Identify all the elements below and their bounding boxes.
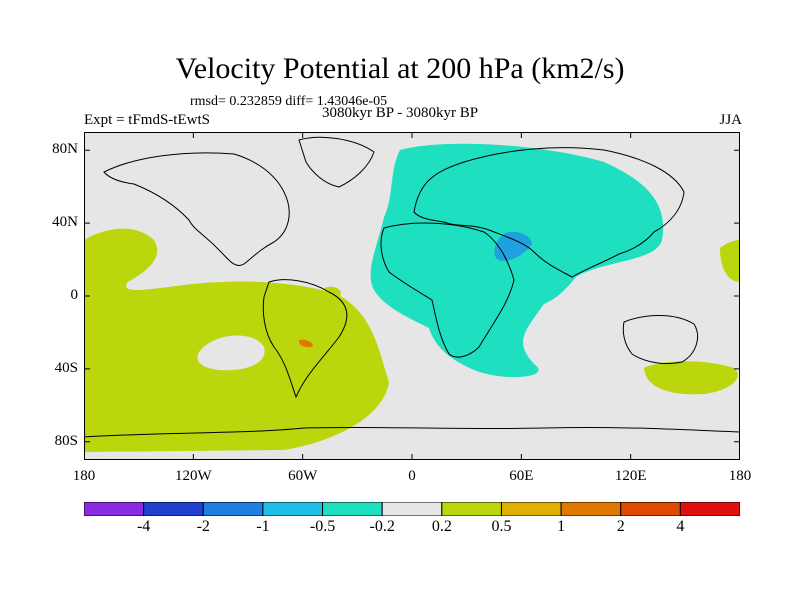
- colorbar-swatch: [620, 502, 681, 516]
- axis-ticks: [84, 132, 740, 460]
- y-tick-label: 80N: [52, 141, 78, 158]
- contour-positive-australia-south: [644, 361, 738, 395]
- colorbar-swatch: [143, 502, 204, 516]
- y-tick-label: 0: [70, 287, 79, 303]
- y-tick-label: 80S: [54, 432, 78, 449]
- x-tick-label: 0: [408, 468, 416, 484]
- colorbar-swatch: [560, 502, 622, 516]
- colorbar-label: -0.5: [309, 518, 336, 535]
- colorbar-swatch: [322, 502, 383, 516]
- coastlines: [84, 136, 740, 438]
- colorbar-label: -2: [196, 518, 210, 535]
- x-tick-label: 120E: [614, 468, 647, 484]
- period-label: 3080kyr BP - 3080kyr BP: [322, 105, 479, 121]
- colorbar-swatch: [441, 502, 502, 516]
- coast-south-america: [262, 279, 348, 399]
- colorbar-label: 0.2: [431, 518, 452, 535]
- colorbar-swatch: [84, 502, 145, 516]
- coast-greenland: [298, 136, 375, 188]
- stats-line: rmsd= 0.232859 diff= 1.43046e-05: [190, 94, 388, 109]
- map-panel: [84, 132, 740, 460]
- experiment-label: Expt = tFmdS-tEwtS: [84, 112, 210, 128]
- y-tick-label: 40N: [52, 214, 78, 231]
- x-tick-label: 180: [72, 468, 96, 484]
- colorbar-label: 1: [557, 518, 566, 535]
- colorbar-label: -4: [136, 518, 151, 535]
- colorbar-label: -1: [256, 518, 270, 535]
- coast-antarctica: [84, 426, 740, 438]
- colorbar: [84, 502, 740, 516]
- coast-north-america: [103, 152, 290, 266]
- x-tick-label: 120W: [174, 468, 212, 484]
- colorbar-label: 2: [616, 518, 625, 535]
- contour-positive-far-west-pacific: [720, 240, 740, 282]
- colorbar-swatch: [262, 502, 324, 516]
- contour-negative-eurasia-africa: [370, 143, 664, 378]
- x-tick-label: 180: [728, 468, 752, 484]
- chart-title: Velocity Potential at 200 hPa (km2/s): [175, 52, 625, 85]
- x-tick-label: 60E: [509, 468, 534, 484]
- y-tick-label: 40S: [54, 359, 78, 376]
- coast-europe-asia: [413, 147, 685, 278]
- colorbar-swatch: [500, 502, 562, 516]
- coast-africa: [380, 222, 515, 358]
- colorbar-swatch: [381, 502, 443, 516]
- contour-positive-1-south-america: [298, 339, 313, 348]
- contour-positive-southwest-atlantic-blob: [324, 286, 341, 298]
- colorbar-swatch: [202, 502, 264, 516]
- season-label: JJA: [719, 112, 742, 128]
- colorbar-label: -0.2: [369, 518, 395, 535]
- contour-negative-0-5-arabia: [494, 231, 532, 261]
- colorbar-label: 4: [676, 518, 685, 535]
- contour-negative-pocket-south-pacific: [197, 335, 265, 371]
- colorbar-swatch: [679, 502, 740, 516]
- colorbar-label: 0.5: [491, 518, 512, 535]
- x-tick-label: 60W: [288, 468, 318, 484]
- coast-australia: [622, 315, 698, 365]
